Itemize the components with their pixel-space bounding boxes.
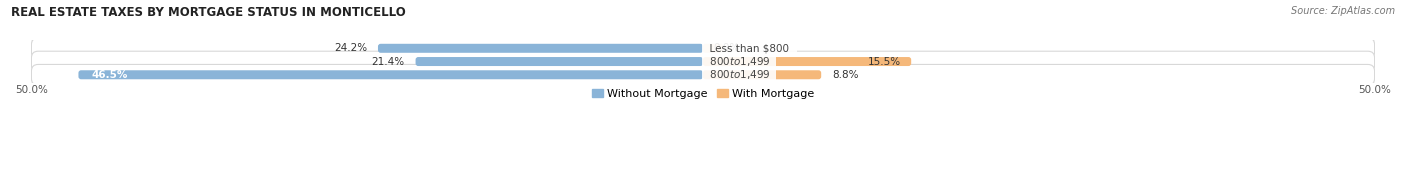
Text: 15.5%: 15.5%	[868, 57, 900, 66]
Text: 0.0%: 0.0%	[714, 43, 740, 53]
Legend: Without Mortgage, With Mortgage: Without Mortgage, With Mortgage	[588, 84, 818, 103]
Text: 46.5%: 46.5%	[91, 70, 128, 80]
Text: Less than $800: Less than $800	[703, 43, 796, 53]
Text: $800 to $1,499: $800 to $1,499	[703, 68, 775, 81]
Text: REAL ESTATE TAXES BY MORTGAGE STATUS IN MONTICELLO: REAL ESTATE TAXES BY MORTGAGE STATUS IN …	[11, 6, 406, 19]
Text: Source: ZipAtlas.com: Source: ZipAtlas.com	[1291, 6, 1395, 16]
FancyBboxPatch shape	[378, 44, 703, 53]
Text: $800 to $1,499: $800 to $1,499	[703, 55, 775, 68]
Text: 24.2%: 24.2%	[335, 43, 367, 53]
FancyBboxPatch shape	[703, 57, 911, 66]
FancyBboxPatch shape	[703, 70, 821, 79]
Text: 21.4%: 21.4%	[371, 57, 405, 66]
FancyBboxPatch shape	[31, 64, 1375, 85]
FancyBboxPatch shape	[31, 38, 1375, 59]
FancyBboxPatch shape	[416, 57, 703, 66]
FancyBboxPatch shape	[31, 51, 1375, 72]
FancyBboxPatch shape	[79, 70, 703, 79]
FancyBboxPatch shape	[703, 44, 723, 53]
Text: 8.8%: 8.8%	[832, 70, 859, 80]
